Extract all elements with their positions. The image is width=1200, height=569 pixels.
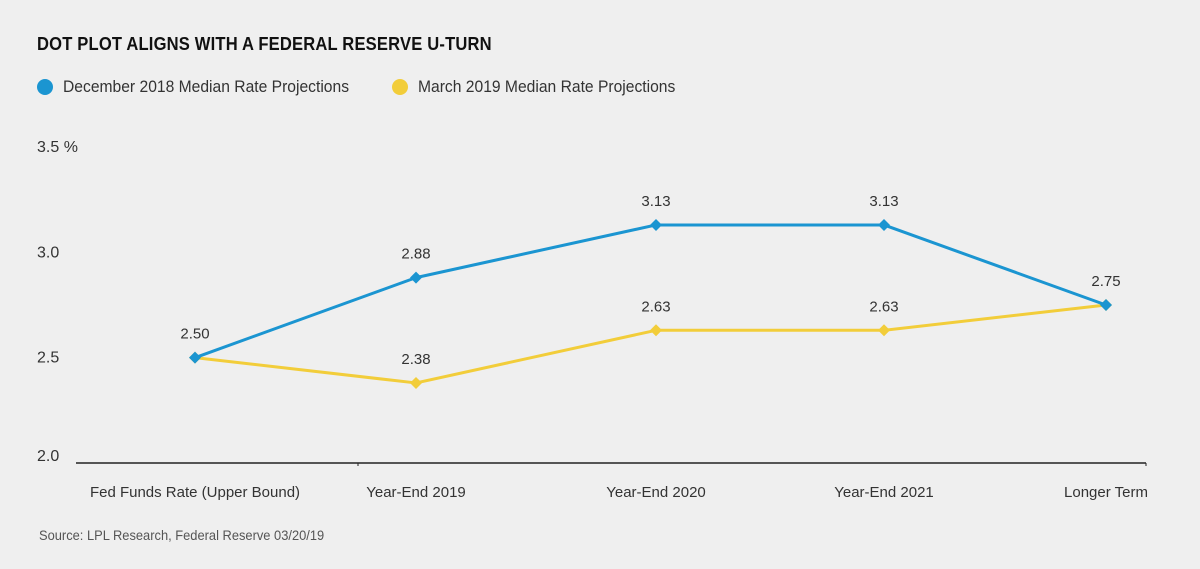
- data-label: 3.13: [869, 193, 898, 210]
- legend-item-december-2018: December 2018 Median Rate Projections: [37, 77, 374, 97]
- y-tick-label: 2.0: [37, 448, 59, 465]
- data-label: 2.63: [869, 298, 898, 315]
- data-point-march-2019: [410, 376, 422, 389]
- data-point-march-2019: [878, 324, 890, 337]
- x-category-label: Year-End 2019: [366, 484, 466, 501]
- x-category-label: Year-End 2021: [834, 484, 934, 501]
- y-tick-label: 3.0: [37, 244, 59, 261]
- legend-label-december-2018: December 2018 Median Rate Projections: [63, 77, 350, 96]
- series-line-march-2019: [194, 303, 1107, 385]
- chart-title: DOT PLOT ALIGNS WITH A FEDERAL RESERVE U…: [37, 34, 492, 54]
- x-category-label: Year-End 2020: [606, 484, 706, 501]
- legend-marker-march-2019: [391, 79, 408, 95]
- x-category-label: Longer Term: [1064, 484, 1148, 501]
- data-label: 3.13: [641, 193, 670, 210]
- data-point-december-2018: [189, 351, 201, 364]
- series-line-december-2018: [194, 223, 1107, 360]
- y-tick-label: 3.5 %: [37, 139, 78, 156]
- data-point-december-2018: [1100, 299, 1112, 311]
- data-point-december-2018: [410, 271, 422, 284]
- data-label: 2.75: [1091, 273, 1120, 290]
- y-tick-label: 2.5: [37, 350, 59, 367]
- legend-item-march-2019: March 2019 Median Rate Projections: [391, 77, 698, 97]
- data-label: 2.88: [401, 246, 430, 263]
- data-label: 2.38: [401, 351, 430, 368]
- chart-legend: December 2018 Median Rate Projections Ma…: [37, 76, 698, 98]
- data-point-december-2018: [878, 218, 890, 231]
- legend-marker-december-2018: [37, 79, 53, 95]
- legend-label-march-2019: March 2019 Median Rate Projections: [417, 77, 676, 96]
- data-label: 2.63: [641, 298, 670, 315]
- data-label: 2.50: [180, 326, 209, 343]
- data-point-december-2018: [650, 218, 662, 231]
- source-note: Source: LPL Research, Federal Reserve 03…: [39, 527, 325, 543]
- data-point-march-2019: [650, 324, 662, 337]
- x-category-label: Fed Funds Rate (Upper Bound): [90, 484, 300, 501]
